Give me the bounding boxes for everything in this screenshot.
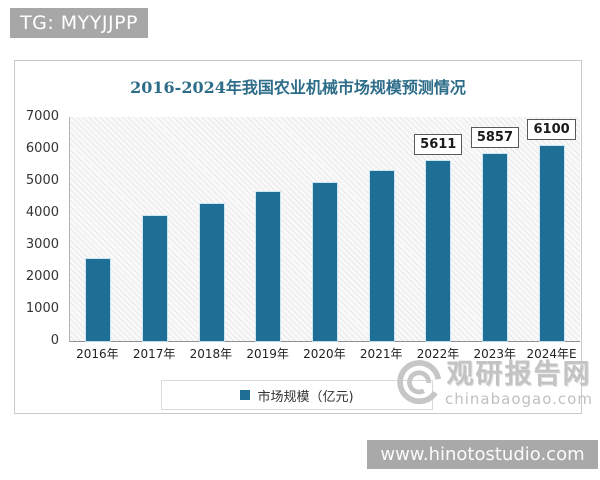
y-tick-label: 3000 xyxy=(25,237,59,252)
legend-label: 市场规模（亿元) xyxy=(257,389,354,405)
y-axis: 0 1000 2000 3000 4000 5000 6000 7000 xyxy=(19,109,63,348)
chart-bar xyxy=(426,161,451,341)
bar-group xyxy=(354,117,410,341)
bar-group xyxy=(297,117,353,341)
bar-group: 6100 xyxy=(524,117,580,341)
bar-group xyxy=(127,117,183,341)
tg-badge: TG: MYYJJPP xyxy=(10,8,148,38)
bar-group: 5857 xyxy=(467,117,523,341)
chart-bar xyxy=(142,216,167,341)
bottom-banner: www.hinotostudio.com xyxy=(367,440,598,469)
chart-card: 2016-2024年我国农业机械市场规模预测情况 0 1000 2000 3000 40… xyxy=(14,60,592,414)
bar-group xyxy=(184,117,240,341)
x-tick-label: 2022年 xyxy=(416,347,460,361)
chart-bar xyxy=(86,259,111,341)
watermark-domain: chinabaogao.com xyxy=(445,390,593,408)
x-tick-label: 2017年 xyxy=(132,347,176,361)
plot-area: 5611 5857 6100 xyxy=(69,117,580,342)
y-tick-label: 0 xyxy=(50,333,59,348)
x-axis: 2016年 2017年 2018年 2019年 2020年 2021年 2022年 2023年… xyxy=(69,345,580,362)
chart-bar xyxy=(199,203,224,341)
bar-value-label: 5857 xyxy=(470,126,520,148)
chart-bar xyxy=(539,145,564,341)
y-tick-label: 4000 xyxy=(25,205,59,220)
y-tick-label: 5000 xyxy=(25,173,59,188)
x-tick-label: 2023年 xyxy=(473,347,516,361)
x-tick-label: 2020年 xyxy=(303,347,346,361)
y-tick-label: 2000 xyxy=(25,269,59,284)
bar-group xyxy=(70,117,126,341)
y-tick-label: 1000 xyxy=(25,301,59,316)
chart-bar xyxy=(482,153,507,341)
x-tick-label: 2021年 xyxy=(359,347,403,361)
x-tick-label: 2016年 xyxy=(76,347,119,361)
legend: 市场规模（亿元) xyxy=(161,380,433,410)
watermark-name: 观研报告网 xyxy=(446,359,592,390)
chart-bar xyxy=(369,171,394,341)
chart-bar xyxy=(312,182,337,341)
x-tick-label: 2019年 xyxy=(246,347,289,361)
watermark-text: 观研报告网 chinabaogao.com xyxy=(445,359,593,409)
x-tick-label: 2024年E xyxy=(526,347,577,361)
chart-bar xyxy=(256,192,281,341)
bar-value-label: 6100 xyxy=(527,118,576,140)
x-tick-label: 2018年 xyxy=(189,347,233,361)
bar-group xyxy=(240,117,296,341)
y-tick-label: 7000 xyxy=(25,109,59,124)
bar-value-label: 5611 xyxy=(414,134,463,156)
chart-title: 2016-2024年我国农业机械市场规模预测情况 xyxy=(130,78,466,97)
legend-swatch-icon xyxy=(240,390,251,400)
y-tick-label: 6000 xyxy=(25,141,59,156)
bar-group: 5611 xyxy=(410,117,466,341)
